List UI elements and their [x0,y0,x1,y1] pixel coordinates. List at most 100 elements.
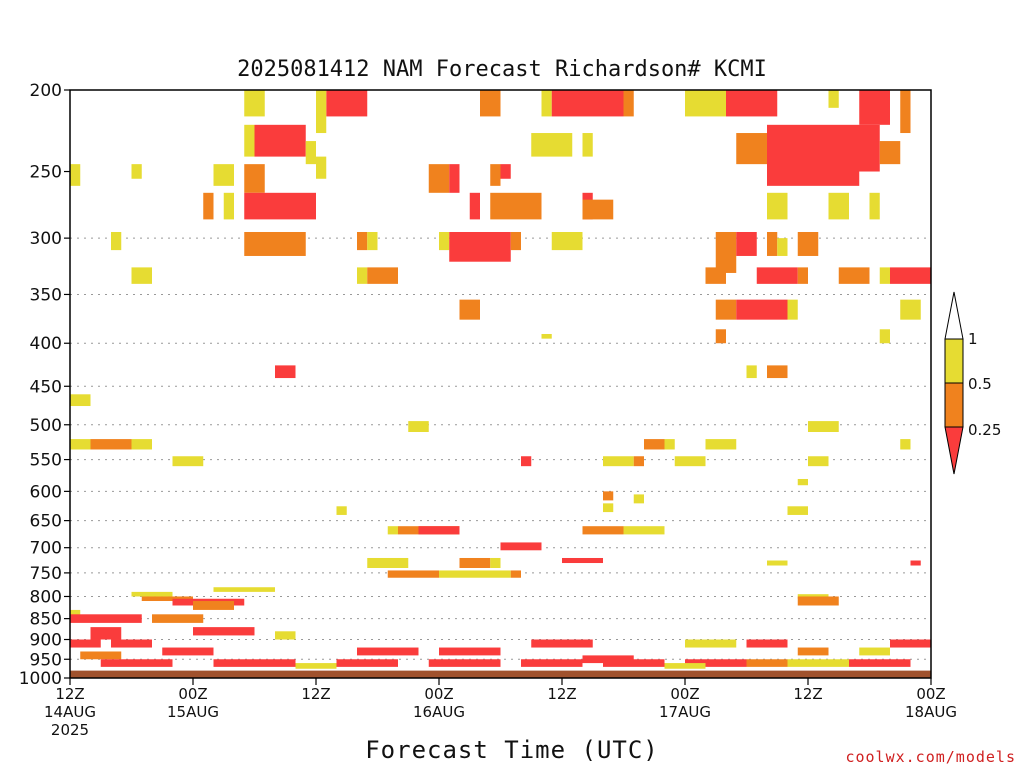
ri-cell [490,557,501,568]
colorbar-legend: 1 0.5 0.25 [944,291,1001,475]
ri-cell [797,478,808,486]
ri-cell [500,164,511,179]
ri-cell [70,439,91,450]
ri-cell [808,421,839,432]
ri-cell [900,439,911,450]
ri-cell [521,659,583,667]
ri-cell [70,609,81,617]
y-tick-label: 400 [30,334,62,354]
ri-cell [90,627,122,640]
ri-cell [428,164,450,193]
ri-cell [582,655,634,664]
x-tick-label: 00Z [424,685,453,703]
y-tick-label: 250 [30,163,62,183]
ri-cell [459,557,491,568]
ri-cell [500,542,542,551]
ri-cell [859,90,890,125]
y-tick-label: 550 [30,451,62,471]
ri-cell [767,164,860,186]
ri-cell [193,627,255,636]
colorbar-label: 0.5 [968,375,992,393]
ri-cell [213,659,296,667]
ri-cell [521,456,532,467]
ri-cell [490,164,501,186]
ri-cell [674,456,706,467]
colorbar-yellow [944,338,964,384]
x-tick-label: 2025 [51,721,89,739]
ri-cell [582,199,614,220]
ri-cell [562,557,603,564]
y-tick-label: 850 [30,610,62,630]
ri-cell [223,192,234,220]
ri-cell [152,614,204,623]
ri-cell [326,90,368,117]
data-cells [70,90,931,669]
ri-cell [439,647,501,656]
ri-cell [879,267,890,284]
ri-cell [828,90,839,108]
x-tick-label: 18AUG [905,703,957,721]
ri-cell [459,299,480,320]
x-tick-label: 00Z [670,685,699,703]
x-tick-label: 12Z [547,685,576,703]
ri-cell [541,333,552,339]
colorbar-label: 0.25 [968,421,1001,439]
y-tick-label: 200 [30,81,62,101]
ri-cell [736,231,757,256]
ri-cell [767,231,778,256]
ri-cell [70,164,81,186]
ri-cell [131,439,152,450]
ri-cell [664,663,706,669]
ri-cell [193,601,234,610]
ri-cell [480,90,501,117]
ri-cell [80,651,122,660]
ri-cell [756,267,798,284]
colorbar-orange [944,382,964,428]
ri-cell [890,639,931,648]
ri-cell [582,133,593,157]
ri-cell [244,231,306,256]
ri-cell [213,587,275,592]
ri-cell [213,164,234,186]
ri-cell [705,267,726,284]
ri-cell [357,267,368,284]
ri-cell [387,526,398,535]
ri-cell [797,647,829,656]
ground-band [70,670,931,678]
ri-cell [910,560,921,566]
ri-cell [787,506,808,515]
x-tick-label: 15AUG [167,703,219,721]
ri-cell [162,647,214,656]
ri-cell [357,231,368,251]
ri-cell [900,299,921,320]
ri-cell [664,439,675,450]
y-tick-label: 450 [30,377,62,397]
x-tick-label: 17AUG [659,703,711,721]
x-axis-label: Forecast Time (UTC) [365,736,659,764]
ri-cell [900,90,911,134]
y-tick-label: 350 [30,285,62,305]
ri-cell [439,231,450,251]
ri-cell [767,124,880,172]
ri-cell [387,570,439,578]
ri-cell [428,659,501,667]
y-tick-label: 750 [30,564,62,584]
y-axis: 200 250 300 350 400 450 500 550 600 650 700 750 800 8… [19,81,70,689]
y-tick-label: 900 [30,631,62,651]
x-tick-label: 00Z [178,685,207,703]
ri-cell [367,231,378,251]
credit-text[interactable]: coolwx.com/models [845,748,1016,766]
chart-title: 2025081412 NAM Forecast Richardson# KCMI [237,57,767,82]
ri-cell [736,133,767,165]
ri-cell [715,299,737,320]
ri-cell [418,526,460,535]
ri-cell [100,659,173,667]
ri-cell [603,456,634,467]
y-tick-label: 950 [30,650,62,670]
ri-cell [490,192,542,220]
ri-cell [797,267,808,284]
ri-cell [633,456,644,467]
y-tick-label: 650 [30,512,62,532]
ri-cell [736,299,788,320]
